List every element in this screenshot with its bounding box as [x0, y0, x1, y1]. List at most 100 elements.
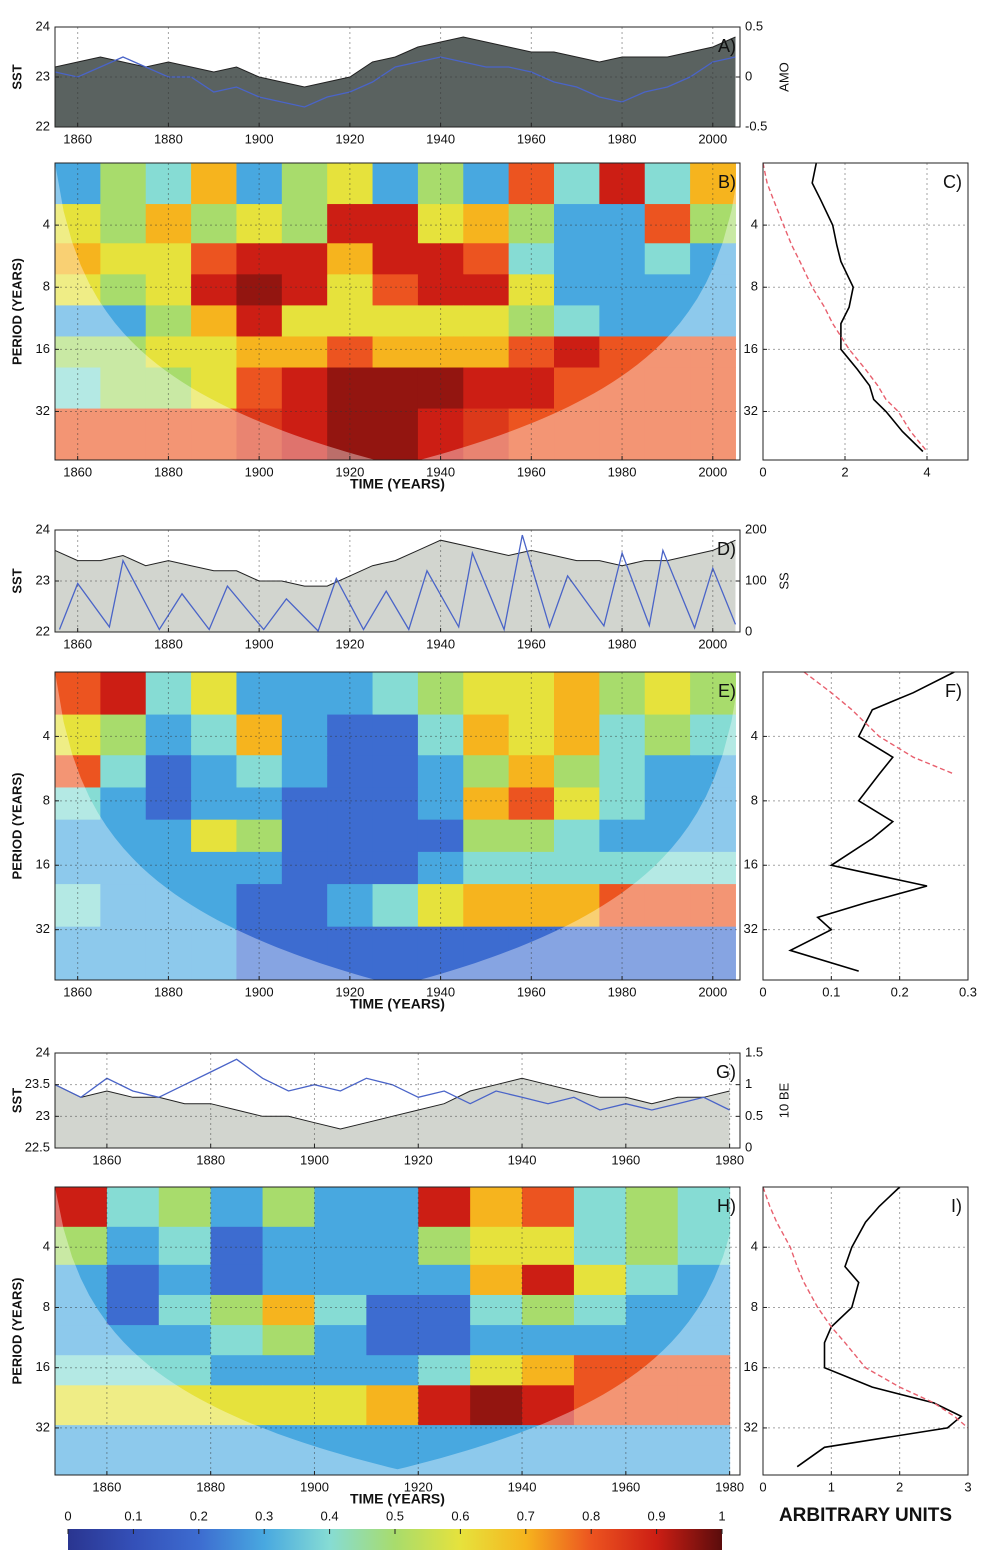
- coherence-cell: [690, 755, 736, 788]
- coherence-cell: [327, 367, 374, 410]
- coherence-cell: [262, 1355, 315, 1386]
- coherence-cell: [158, 1355, 212, 1386]
- coherence-cell: [372, 755, 419, 788]
- coherence-cell: [508, 851, 555, 885]
- sst-line: [55, 36, 736, 88]
- coherence-cell: [470, 1425, 523, 1475]
- x-tick-label: 1900: [245, 636, 274, 651]
- coherence-cell: [690, 274, 736, 306]
- coherence-cell: [100, 336, 147, 369]
- coherence-cell: [554, 305, 600, 337]
- panel: 0 0.1 0.2 0.3 4 8 16 32 F): [744, 671, 977, 999]
- coherence-cell: [508, 755, 555, 788]
- coherence-cell: [100, 163, 147, 205]
- y-tick-label: 8: [43, 279, 50, 294]
- x-tick-label: 2000: [698, 636, 727, 651]
- coherence-cell: [262, 1264, 315, 1296]
- coherence-cell: [599, 408, 646, 460]
- coherence-cell: [327, 714, 374, 756]
- sst-area: [55, 540, 736, 632]
- coherence-cell: [690, 204, 736, 244]
- x-tick-label: 1880: [154, 636, 183, 651]
- y-tick-label: 16: [36, 341, 50, 356]
- coherence-cell: [690, 243, 736, 275]
- coherence-cell: [55, 1264, 108, 1296]
- coherence-cell: [417, 714, 464, 756]
- coherence-cell: [522, 1226, 575, 1266]
- y-tick-label: 22: [36, 623, 50, 638]
- coherence-cell: [522, 1325, 575, 1356]
- y2-tick-label: 0.5: [745, 18, 763, 33]
- x-tick-label: 1980: [715, 1152, 744, 1167]
- index-line: [58, 534, 737, 632]
- y-axis-label: PERIOD (YEARS): [9, 258, 24, 365]
- y-tick-label: 4: [43, 1239, 50, 1254]
- y-axis-label: SST: [9, 568, 24, 593]
- panel-label: E): [718, 681, 736, 701]
- coherence-cell: [158, 1294, 212, 1326]
- y-tick-label: 24: [36, 18, 50, 33]
- coherence-cell: [366, 1325, 419, 1356]
- y2-tick-label: 100: [745, 572, 767, 587]
- coherence-cell: [55, 755, 101, 788]
- x-tick-label: 2000: [698, 984, 727, 999]
- coherence-cell: [158, 1385, 212, 1426]
- colorbar-tick-label: 0.9: [648, 1508, 666, 1523]
- coherence-cell: [281, 926, 328, 980]
- coherence-cell: [470, 1264, 523, 1296]
- plot-frame: [54, 671, 741, 981]
- panel-label: H): [717, 1196, 736, 1216]
- coherence-cell: [281, 274, 328, 306]
- coherence-cell: [644, 336, 691, 369]
- coherence-cell: [372, 336, 419, 369]
- coherence-cell: [100, 884, 147, 928]
- coherence-cell: [281, 884, 328, 928]
- coherence-cell: [236, 367, 283, 410]
- coherence-cell: [236, 755, 283, 788]
- coherence-cell: [522, 1425, 575, 1475]
- coherence-cell: [210, 1425, 264, 1475]
- coherence-cell: [463, 367, 510, 410]
- coherence-cell: [262, 1425, 315, 1475]
- coherence-cell: [625, 1355, 679, 1386]
- coherence-cell: [100, 408, 147, 460]
- plot-area: [55, 672, 740, 980]
- coherence-cell: [55, 926, 101, 980]
- coherence-cell: [210, 1355, 264, 1386]
- y2-tick-label: 0: [745, 623, 752, 638]
- coherence-cell: [417, 204, 464, 244]
- x-tick-label: 1980: [608, 984, 637, 999]
- x-tick-label: 1900: [245, 464, 274, 479]
- coherence-cell: [55, 1325, 108, 1356]
- plot-area: [763, 1187, 968, 1475]
- coherence-cell: [554, 336, 600, 369]
- coherence-cell: [690, 163, 736, 205]
- coherence-cell: [314, 1425, 367, 1475]
- coherence-cell: [281, 163, 328, 205]
- coherence-cell: [236, 672, 283, 716]
- coherence-cell: [554, 884, 600, 928]
- coherence-cell: [418, 1425, 471, 1475]
- index-line: [55, 1058, 730, 1111]
- coherence-cell: [418, 1294, 471, 1326]
- x-tick-label: 1920: [335, 464, 364, 479]
- coherence-cell: [55, 1425, 108, 1475]
- coherence-cell: [145, 274, 192, 306]
- coherence-cell: [366, 1226, 419, 1266]
- colorbar-tick-label: 0: [64, 1508, 71, 1523]
- coherence-cell: [55, 336, 101, 369]
- x-tick-label: 1900: [245, 131, 274, 146]
- significance-line: [763, 163, 928, 452]
- coherence-cell: [55, 1385, 108, 1426]
- y-tick-label: 32: [744, 1419, 758, 1434]
- coherence-cell: [470, 1325, 523, 1356]
- coherence-cell: [418, 1385, 471, 1426]
- x-tick-label: 2: [896, 1479, 903, 1494]
- coherence-cell: [314, 1325, 367, 1356]
- y-tick-label: 16: [744, 341, 758, 356]
- coherence-cell: [327, 204, 374, 244]
- x-tick-label: 1940: [426, 984, 455, 999]
- colorbar-tick-label: 0.7: [517, 1508, 535, 1523]
- coherence-cell: [625, 1226, 679, 1266]
- coherence-cell: [100, 305, 147, 337]
